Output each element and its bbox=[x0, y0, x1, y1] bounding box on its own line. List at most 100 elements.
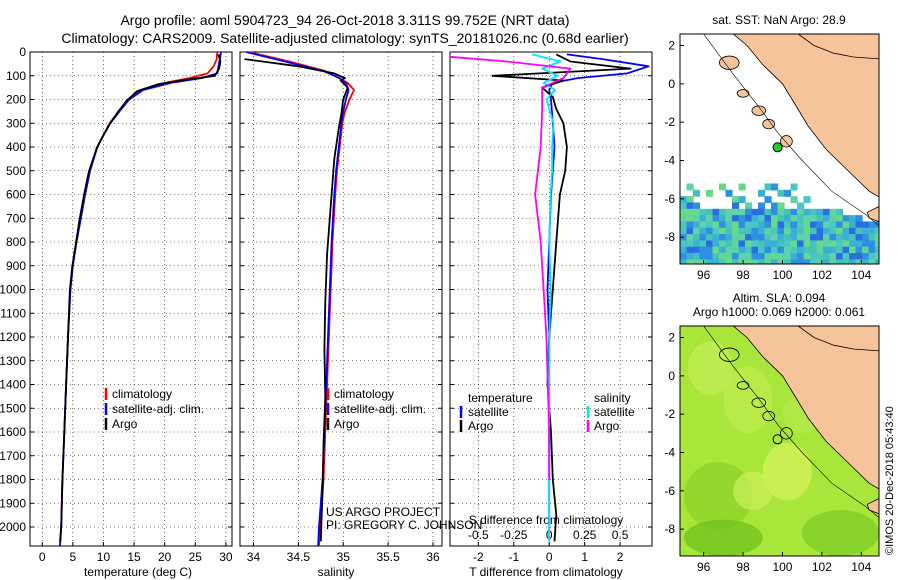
sst-cell bbox=[771, 227, 779, 235]
sst-cell bbox=[816, 259, 824, 264]
x-axis-label: temperature (deg C) bbox=[84, 565, 192, 579]
sst-cell bbox=[712, 221, 720, 229]
sst-cell bbox=[842, 253, 850, 260]
sst-cell bbox=[810, 246, 818, 254]
sst-cell bbox=[699, 259, 707, 264]
credit-project: US ARGO PROJECT bbox=[326, 505, 441, 519]
sst-cell bbox=[725, 240, 733, 248]
sst-cell bbox=[771, 253, 779, 260]
sst-cell bbox=[699, 208, 707, 216]
sst-cell bbox=[699, 234, 707, 242]
sst-cell bbox=[725, 234, 733, 242]
sst-cell bbox=[738, 221, 746, 229]
x-tick-label: 104 bbox=[851, 560, 871, 574]
y-tick-label: 1200 bbox=[0, 330, 26, 344]
sst-cell bbox=[777, 221, 785, 229]
y-tick-label: 0 bbox=[668, 369, 675, 383]
series-line-argo bbox=[59, 54, 222, 542]
land-sumatra bbox=[732, 34, 879, 198]
sst-cell bbox=[777, 215, 785, 223]
sst-cell bbox=[680, 215, 688, 223]
sst-cell bbox=[686, 227, 694, 235]
sst-cell bbox=[738, 234, 746, 242]
legend-label: climatology bbox=[334, 387, 394, 401]
sst-cell bbox=[745, 208, 753, 216]
sst-cell bbox=[732, 208, 740, 216]
sst-cell bbox=[855, 221, 863, 229]
sst-cell bbox=[790, 208, 798, 216]
sst-cell bbox=[803, 208, 811, 216]
sst-cell bbox=[725, 246, 733, 254]
sst-cell bbox=[738, 227, 746, 235]
y-tick-label: 400 bbox=[6, 140, 26, 154]
sst-cell bbox=[836, 215, 844, 223]
sst-cell bbox=[751, 259, 759, 264]
sst-cell bbox=[836, 221, 844, 229]
sst-cell bbox=[693, 221, 701, 229]
x-tick-label: 96 bbox=[697, 268, 711, 282]
x-tick-label: 100 bbox=[772, 268, 792, 282]
x-tick-label: 35.5 bbox=[376, 550, 400, 564]
sst-cell bbox=[738, 253, 746, 260]
sst-cell bbox=[823, 227, 831, 235]
sst-cell bbox=[680, 259, 688, 264]
sst-cell bbox=[823, 253, 831, 260]
sst-cell bbox=[758, 234, 766, 242]
sst-cell bbox=[816, 234, 824, 242]
sst-cell bbox=[764, 196, 772, 204]
sst-cell bbox=[771, 221, 779, 229]
sst-cell bbox=[680, 196, 688, 204]
sst-cell bbox=[829, 259, 837, 264]
y-tick-label: 0 bbox=[19, 45, 26, 59]
sst-cell bbox=[771, 246, 779, 254]
sst-cell bbox=[764, 240, 772, 248]
legend-label: satellite bbox=[468, 405, 509, 419]
sst-cell bbox=[868, 221, 876, 229]
sst-cell bbox=[816, 240, 824, 248]
sst-cell bbox=[693, 234, 701, 242]
sst-cell bbox=[706, 227, 714, 235]
sst-cell bbox=[784, 215, 792, 223]
sst-cell bbox=[699, 240, 707, 248]
sst-cell bbox=[823, 234, 831, 242]
difference-panel: -2 -1 0 1 2-0.5 -0.25 0 0.25 0.5S difference fro… bbox=[449, 51, 653, 579]
y-tick-label: 200 bbox=[6, 93, 26, 107]
sst-cell bbox=[862, 253, 870, 260]
sst-cell bbox=[868, 227, 876, 235]
sst-cell bbox=[803, 253, 811, 260]
sst-cell bbox=[803, 227, 811, 235]
x-tick-label: 34.5 bbox=[287, 550, 311, 564]
sst-cell bbox=[829, 208, 837, 216]
sst-cell bbox=[706, 208, 714, 216]
sst-cell bbox=[745, 215, 753, 223]
land-island bbox=[762, 410, 775, 422]
sst-cell bbox=[816, 215, 824, 223]
sst-cell bbox=[680, 227, 688, 235]
sst-cell bbox=[680, 253, 688, 260]
sst-cell bbox=[855, 234, 863, 242]
sst-cell bbox=[875, 259, 879, 264]
sst-cell bbox=[751, 246, 759, 254]
series-line-s-argo bbox=[449, 55, 572, 480]
sst-cell bbox=[732, 221, 740, 229]
sst-cell bbox=[745, 253, 753, 260]
sst-cell bbox=[790, 196, 798, 204]
sst-cell bbox=[816, 208, 824, 216]
sst-cell bbox=[810, 215, 818, 223]
s-tick-label: -0.5 bbox=[468, 528, 489, 542]
x-tick-label: 96 bbox=[697, 560, 711, 574]
sst-cell bbox=[758, 189, 766, 197]
sst-cell bbox=[797, 227, 805, 235]
sst-cell bbox=[732, 246, 740, 254]
sst-cell bbox=[790, 259, 798, 264]
sst-cell bbox=[784, 189, 792, 197]
sst-cell bbox=[693, 246, 701, 254]
sst-cell bbox=[862, 234, 870, 242]
sst-cell bbox=[875, 227, 879, 235]
sst-cell bbox=[738, 208, 746, 216]
sst-cell bbox=[842, 227, 850, 235]
land-island bbox=[780, 135, 793, 148]
sst-cell bbox=[745, 227, 753, 235]
sst-cell bbox=[797, 234, 805, 242]
sst-cell bbox=[777, 253, 785, 260]
